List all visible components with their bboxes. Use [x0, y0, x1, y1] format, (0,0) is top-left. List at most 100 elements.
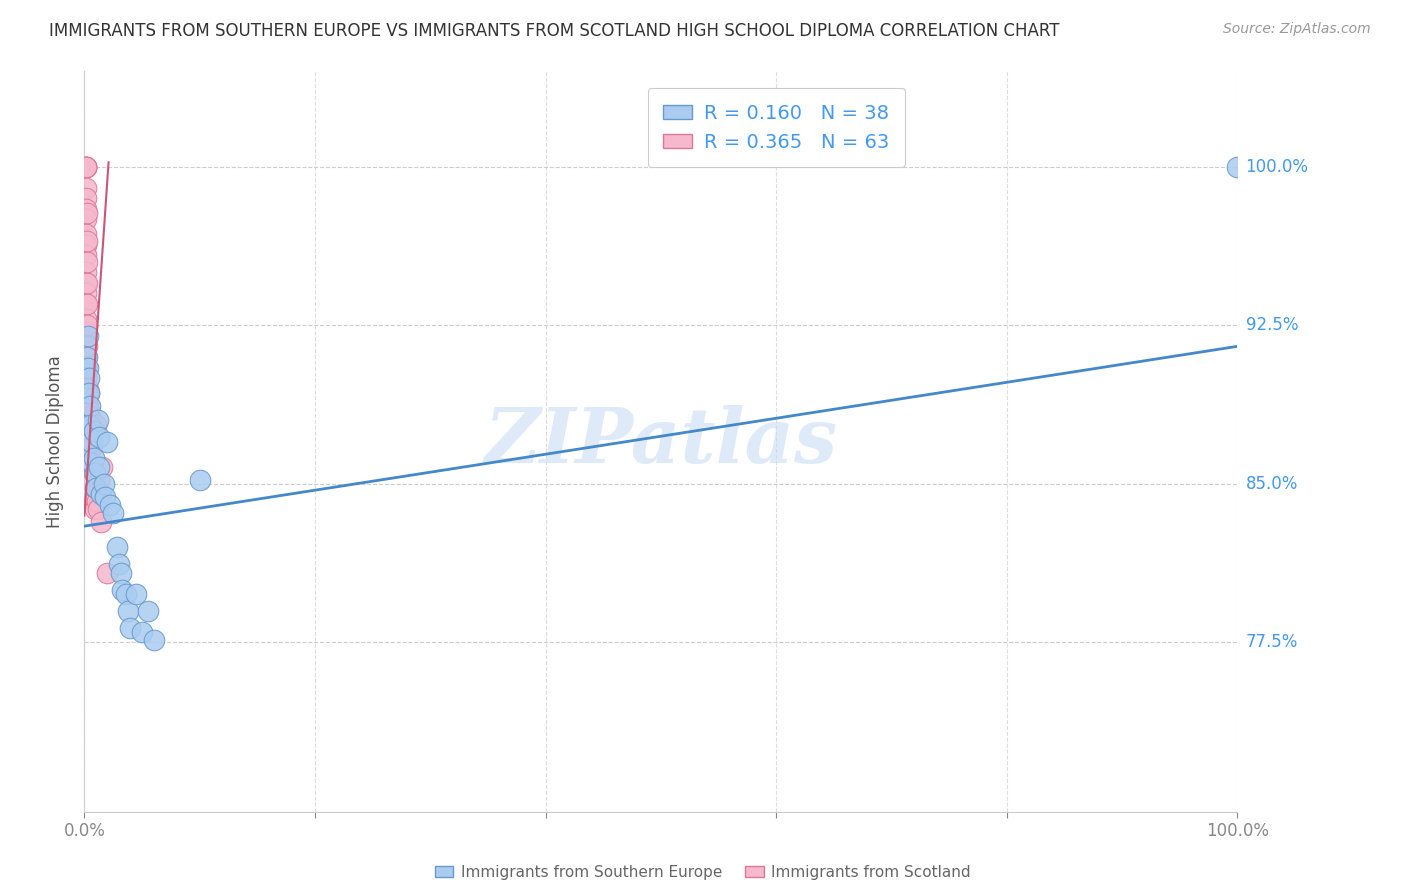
Point	[76, 254, 98, 268]
Point	[75, 392, 97, 407]
Point	[79, 434, 101, 449]
Point	[96, 434, 118, 449]
Point	[79, 409, 101, 424]
Text: 92.5%: 92.5%	[1246, 316, 1298, 334]
Point	[76, 409, 98, 424]
Point	[75, 311, 97, 326]
Text: 100.0%: 100.0%	[1246, 158, 1309, 176]
Point	[89, 473, 111, 487]
Point	[76, 206, 98, 220]
Point	[89, 487, 111, 501]
Point	[76, 297, 98, 311]
Point	[75, 382, 97, 396]
Point	[89, 459, 111, 474]
Text: 85.0%: 85.0%	[1246, 475, 1298, 493]
Point	[76, 318, 98, 333]
Point	[90, 459, 112, 474]
Point	[75, 202, 97, 216]
Point	[117, 604, 139, 618]
Point	[108, 558, 131, 572]
Point	[76, 234, 98, 248]
Point	[93, 476, 115, 491]
Point	[89, 430, 111, 444]
Point	[75, 180, 97, 194]
Point	[76, 360, 98, 375]
Point	[125, 587, 148, 601]
Point	[76, 385, 98, 400]
Point	[111, 582, 134, 597]
Point	[77, 402, 100, 417]
Text: ZIPatlas: ZIPatlas	[484, 405, 838, 478]
Y-axis label: High School Diploma: High School Diploma	[45, 355, 63, 528]
Point	[83, 493, 105, 508]
Point	[1226, 160, 1249, 174]
Point	[83, 481, 105, 495]
Point	[75, 160, 97, 174]
Point	[75, 265, 97, 279]
Point	[75, 248, 97, 262]
Point	[77, 459, 100, 474]
Point	[84, 481, 107, 495]
Point	[79, 417, 101, 432]
Point	[84, 417, 107, 432]
Point	[76, 350, 98, 364]
Point	[75, 451, 97, 466]
Point	[76, 382, 98, 396]
Text: IMMIGRANTS FROM SOUTHERN EUROPE VS IMMIGRANTS FROM SCOTLAND HIGH SCHOOL DIPLOMA : IMMIGRANTS FROM SOUTHERN EUROPE VS IMMIG…	[49, 22, 1060, 40]
Point	[89, 515, 111, 529]
Point	[87, 413, 110, 427]
Point	[76, 439, 98, 453]
Point	[75, 297, 97, 311]
Point	[76, 276, 98, 290]
Point	[75, 227, 97, 242]
Point	[79, 456, 101, 470]
Point	[82, 439, 104, 453]
Point	[77, 424, 100, 438]
Point	[76, 382, 98, 396]
Point	[75, 286, 97, 301]
Point	[75, 191, 97, 205]
Point	[83, 424, 105, 438]
Point	[75, 160, 97, 174]
Point	[80, 413, 103, 427]
Point	[94, 490, 117, 504]
Point	[82, 456, 104, 470]
Point	[75, 276, 97, 290]
Legend: R = 0.160   N = 38, R = 0.365   N = 63: R = 0.160 N = 38, R = 0.365 N = 63	[648, 88, 904, 168]
Point	[77, 385, 100, 400]
Point	[98, 498, 121, 512]
Point	[82, 459, 104, 474]
Point	[86, 493, 108, 508]
Point	[75, 237, 97, 252]
Point	[76, 396, 98, 410]
Point	[83, 502, 105, 516]
Point	[75, 337, 97, 351]
Point	[142, 633, 165, 648]
Point	[75, 360, 97, 375]
Point	[76, 360, 98, 375]
Point	[75, 325, 97, 339]
Point	[80, 434, 103, 449]
Point	[120, 621, 142, 635]
Point	[75, 160, 97, 174]
Point	[80, 456, 103, 470]
Point	[131, 624, 153, 639]
Point	[76, 328, 98, 343]
Point	[188, 473, 211, 487]
Point	[75, 417, 97, 432]
Point	[83, 467, 105, 481]
Point	[87, 502, 110, 516]
Point	[103, 507, 124, 521]
Point	[115, 587, 138, 601]
Point	[75, 160, 97, 174]
Point	[75, 371, 97, 385]
Point	[75, 160, 97, 174]
Point	[76, 451, 98, 466]
Point	[77, 442, 100, 457]
Text: 77.5%: 77.5%	[1246, 633, 1298, 651]
Point	[105, 541, 128, 555]
Point	[76, 339, 98, 353]
Point	[79, 399, 101, 413]
Point	[76, 424, 98, 438]
Point	[96, 566, 118, 580]
